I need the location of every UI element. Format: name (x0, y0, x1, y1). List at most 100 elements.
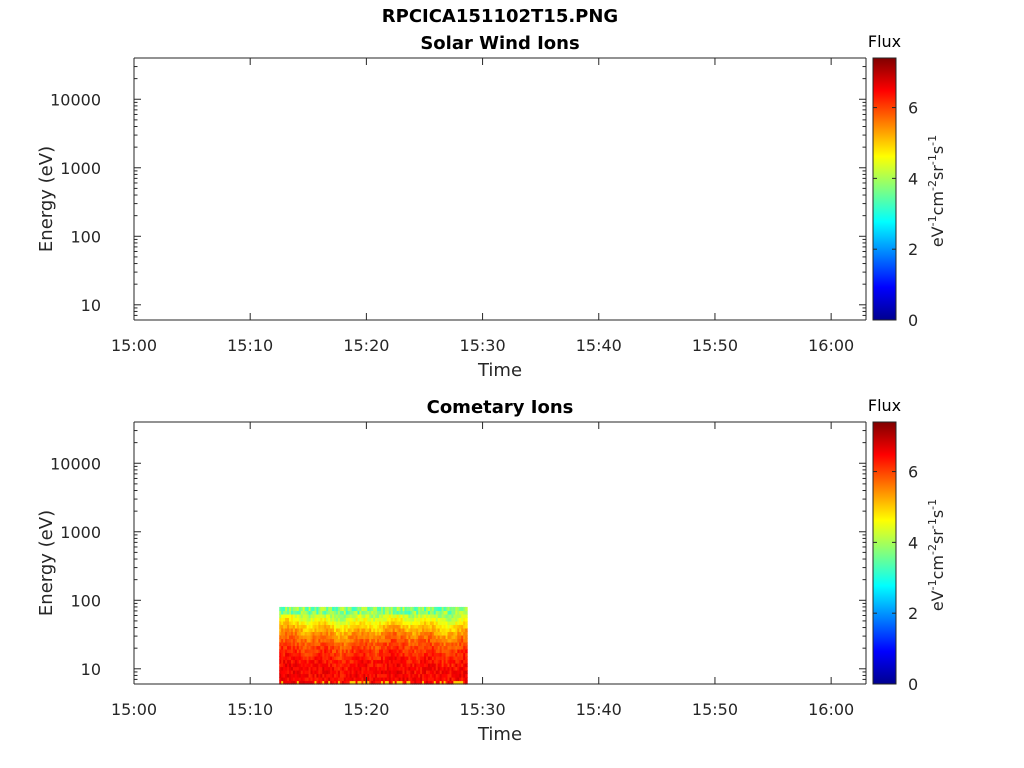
heatmap-cell (290, 620, 294, 626)
heatmap-cell (332, 641, 335, 647)
heatmap-cell (453, 641, 456, 647)
heatmap-cell (318, 673, 321, 678)
heatmap-cell (461, 645, 464, 650)
heatmap-cell (424, 648, 427, 654)
heatmap-cell (424, 673, 427, 678)
heatmap-cell (465, 655, 468, 661)
heatmap-cell (365, 617, 368, 622)
heatmap-cell (418, 652, 421, 657)
heatmap-cell (294, 648, 298, 654)
heatmap-cell (281, 680, 284, 685)
heatmap-cell (453, 620, 456, 626)
heatmap-cell (339, 652, 343, 657)
heatmap-cell (322, 627, 325, 633)
heatmap-cell (441, 669, 445, 675)
heatmap-cell (339, 624, 343, 629)
heatmap-cell (406, 666, 409, 671)
heatmap-cell (425, 634, 429, 640)
heatmap-cell (435, 662, 439, 668)
heatmap-cell (345, 669, 349, 675)
heatmap-cell (384, 648, 388, 654)
heatmap-cell (314, 666, 318, 671)
heatmap-cell (416, 652, 419, 657)
heatmap-cell (367, 676, 370, 682)
heatmap-cell (361, 641, 364, 647)
heatmap-cell (429, 645, 433, 650)
heatmap-cell (410, 645, 413, 650)
heatmap-cell (335, 666, 339, 671)
heatmap-cell (404, 662, 408, 668)
heatmap-cell (384, 620, 388, 626)
heatmap-cell (296, 648, 300, 654)
heatmap-cell (455, 627, 458, 633)
heatmap-cell (402, 648, 406, 654)
heatmap-cell (328, 669, 331, 675)
heatmap-cell (451, 634, 454, 640)
heatmap-cell (367, 617, 370, 622)
x-tick-label: 15:00 (111, 336, 157, 355)
heatmap-cell (424, 659, 427, 664)
heatmap-cell (439, 641, 443, 647)
heatmap-cell (447, 645, 451, 650)
heatmap-cell (314, 627, 318, 633)
heatmap-cell (289, 638, 292, 643)
heatmap-cell (296, 645, 300, 650)
heatmap-cell (449, 641, 453, 647)
heatmap-cell (345, 634, 349, 640)
heatmap-cell (447, 627, 451, 633)
heatmap-cell (365, 666, 368, 671)
heatmap-cell (355, 680, 359, 685)
heatmap-cell (316, 659, 319, 664)
heatmap-cell (302, 620, 306, 626)
heatmap-cell (392, 620, 396, 626)
heatmap-cell (351, 659, 355, 664)
heatmap-cell (296, 631, 300, 636)
heatmap-cell (324, 662, 327, 668)
heatmap-cell (355, 659, 359, 664)
heatmap-cell (408, 669, 411, 675)
heatmap-cell (361, 659, 364, 664)
heatmap-cell (287, 617, 290, 622)
heatmap-cell (337, 613, 341, 619)
heatmap-cell (300, 673, 304, 678)
heatmap-cell (429, 620, 433, 626)
heatmap-cell (332, 666, 335, 671)
heatmap-cell (332, 669, 335, 675)
heatmap-cell (365, 673, 368, 678)
heatmap-cell (320, 624, 323, 629)
heatmap-cell (453, 669, 456, 675)
heatmap-cell (416, 673, 419, 678)
heatmap-cell (283, 652, 286, 657)
heatmap-cell (302, 669, 306, 675)
heatmap-cell (279, 655, 282, 661)
heatmap-cell (310, 666, 314, 671)
heatmap-cell (394, 617, 398, 622)
heatmap-cell (429, 669, 433, 675)
heatmap-cell (306, 673, 310, 678)
heatmap-cell (347, 669, 351, 675)
heatmap-cell (457, 680, 460, 685)
heatmap-cell (457, 624, 460, 629)
heatmap-cell (379, 652, 382, 657)
heatmap-cell (451, 641, 454, 647)
heatmap-cell (339, 669, 343, 675)
heatmap-cell (379, 627, 382, 633)
heatmap-cell (422, 624, 425, 629)
heatmap-cell (316, 631, 319, 636)
heatmap-cell (388, 648, 392, 654)
heatmap-cell (449, 634, 453, 640)
heatmap-cell (337, 676, 341, 682)
heatmap-cell (351, 666, 355, 671)
heatmap-cell (455, 620, 458, 626)
heatmap-cell (439, 645, 443, 650)
heatmap-cell (363, 610, 366, 615)
heatmap-cell (359, 662, 363, 668)
heatmap-cell (300, 645, 304, 650)
heatmap-cell (371, 676, 374, 682)
heatmap-cell (425, 613, 429, 619)
heatmap-cell (365, 652, 368, 657)
heatmap-cell (330, 669, 333, 675)
heatmap-cell (359, 669, 363, 675)
heatmap-cell (404, 617, 408, 622)
y-axis-label: Energy (eV) (36, 146, 57, 252)
